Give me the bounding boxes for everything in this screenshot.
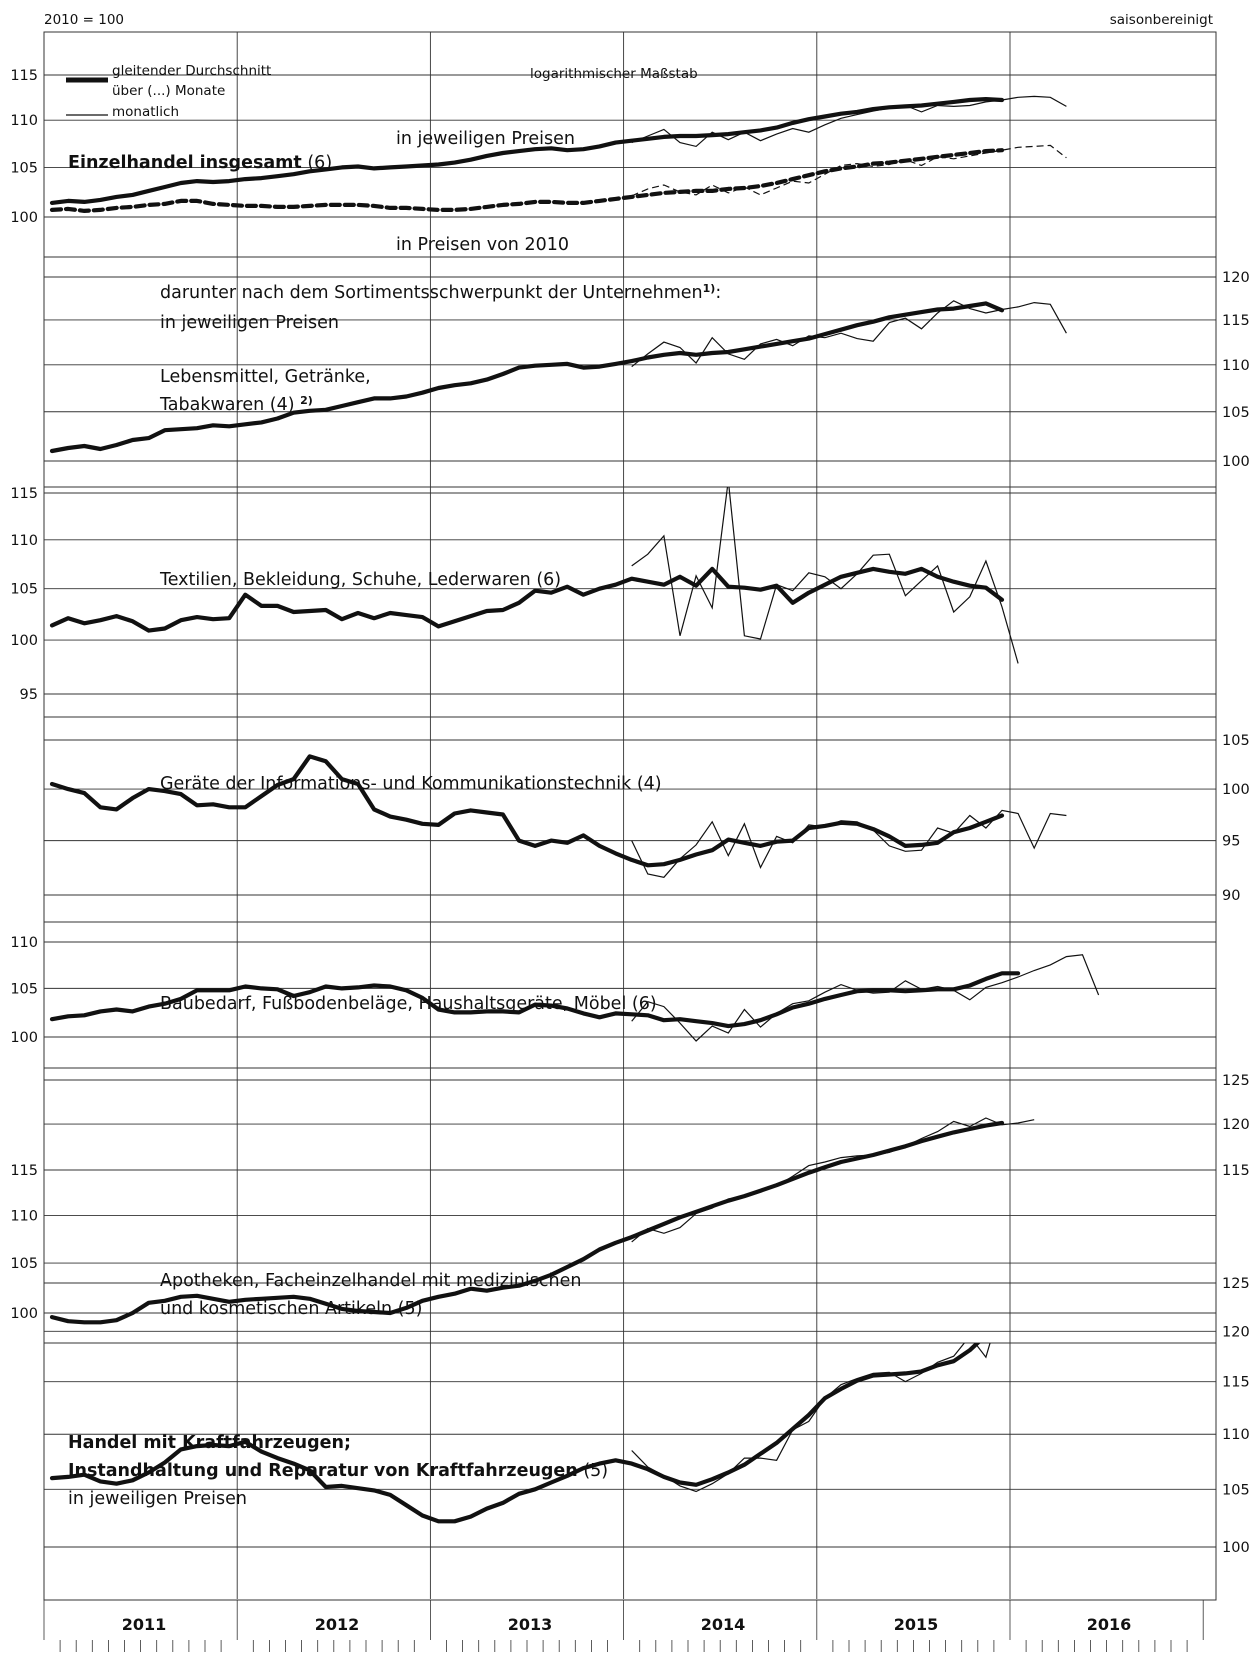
panel7-subtitle: in jeweiligen Preisen	[68, 1489, 247, 1509]
monthly-series-line	[631, 300, 1067, 368]
y-tick-label: 115	[1222, 1163, 1250, 1179]
legend-monthly-label: monatlich	[112, 104, 179, 120]
year-label-2014: 2014	[701, 1615, 746, 1634]
panel3-title: Textilien, Bekleidung, Schuhe, Lederware…	[159, 570, 561, 590]
base-year-label: 2010 = 100	[44, 12, 124, 28]
monthly-series-line	[631, 144, 1067, 197]
panel7-title-line1: Handel mit Kraftfahrzeugen;	[68, 1433, 351, 1453]
plot-frame	[43, 31, 1217, 1601]
panel7-title-line2: Instandhaltung und Reparatur von Kraftfa…	[68, 1461, 608, 1481]
y-tick-label: 115	[10, 486, 38, 502]
y-tick-label: 115	[10, 68, 38, 84]
y-tick-label: 100	[1222, 454, 1250, 470]
y-tick-label: 115	[10, 1163, 38, 1179]
panel4-title: Geräte der Informations- und Kommunikati…	[160, 774, 662, 794]
y-tick-label: 100	[10, 210, 38, 226]
legend-ma-label-1: gleitender Durchschnitt	[112, 63, 271, 79]
panel1-nominal-label: in jeweiligen Preisen	[396, 129, 575, 149]
y-tick-label: 90	[1222, 888, 1240, 904]
y-tick-label: 105	[10, 1256, 38, 1272]
y-tick-label: 105	[10, 160, 38, 176]
panel5-title: Baubedarf, Fußbodenbeläge, Haushaltsgerä…	[160, 994, 657, 1014]
panel2-group-intro: darunter nach dem Sortimentsschwerpunkt …	[160, 282, 721, 303]
y-tick-label: 105	[1222, 405, 1250, 421]
monthly-series-line	[631, 954, 1100, 1042]
panel2-title-line2-text: Tabakwaren (4)	[159, 395, 295, 415]
panel2-title-line2: Tabakwaren (4) 2)	[159, 394, 313, 415]
y-tick-label: 105	[10, 582, 38, 598]
panel2-title-footnote: 2)	[300, 394, 313, 407]
y-tick-label: 105	[1222, 733, 1250, 749]
monthly-series-line	[631, 1117, 1035, 1243]
year-label-2013: 2013	[508, 1615, 553, 1634]
moving-average-series-line	[49, 1343, 981, 1524]
y-tick-label: 110	[10, 533, 38, 549]
year-label-2011: 2011	[122, 1615, 167, 1634]
line-layer	[49, 95, 1100, 1524]
seasonal-adjustment-label: saisonbereinigt	[1110, 12, 1213, 28]
panel1-title-note: (6)	[307, 153, 332, 173]
monthly-series-line	[631, 1343, 991, 1493]
y-tick-label: 110	[10, 113, 38, 129]
y-tick-label: 125	[1222, 1073, 1250, 1089]
y-tick-label: 110	[10, 935, 38, 951]
panel1-title-text: Einzelhandel insgesamt	[68, 153, 302, 173]
y-tick-label: 115	[1222, 1375, 1250, 1391]
monthly-series-line	[631, 95, 1067, 148]
y-tick-label: 100	[1222, 782, 1250, 798]
moving-average-series-line	[49, 96, 1005, 205]
panel7-title-line2-text: Instandhaltung und Reparatur von Kraftfa…	[68, 1461, 578, 1481]
y-tick-label: 105	[10, 981, 38, 997]
y-tick-label: 120	[1222, 270, 1250, 286]
y-tick-label: 110	[1222, 1427, 1250, 1443]
monthly-series-line	[631, 809, 1067, 878]
y-tick-label: 100	[10, 1306, 38, 1322]
tick-layer: 100 105 110 115 100 105 110 115 120 95 100 105 110 11…	[10, 68, 1249, 1556]
y-tick-label: 110	[1222, 358, 1250, 374]
moving-average-series-line	[49, 754, 1005, 868]
y-tick-label: 95	[1222, 834, 1240, 850]
moving-average-series-line	[49, 1120, 1005, 1325]
panel1-title: Einzelhandel insgesamt (6)	[68, 153, 332, 173]
moving-average-series-line	[49, 148, 1005, 213]
panel1-real-label: in Preisen von 2010	[396, 235, 569, 255]
y-tick-label: 120	[1222, 1117, 1250, 1133]
panel2-group-intro-end: :	[715, 283, 721, 303]
moving-average-series-line	[49, 566, 1005, 633]
log-scale-note: logarithmischer Maßstab	[530, 66, 698, 82]
moving-average-series-line	[49, 971, 1021, 1029]
panel6-title-line2: und kosmetischen Artikeln (5)	[160, 1299, 422, 1319]
panel6-title-line1: Apotheken, Facheinzelhandel mit medizini…	[160, 1271, 581, 1291]
year-label-2015: 2015	[894, 1615, 939, 1634]
panel2-title-line1: Lebensmittel, Getränke,	[160, 367, 371, 387]
y-tick-label: 100	[10, 1030, 38, 1046]
y-tick-label: 105	[1222, 1482, 1250, 1498]
legend-ma-label-2: über (...) Monate	[112, 83, 225, 99]
y-tick-label: 95	[20, 687, 38, 703]
panel2-subtitle: in jeweiligen Preisen	[160, 313, 339, 333]
year-label-2016: 2016	[1087, 1615, 1132, 1634]
panel2-group-intro-text: darunter nach dem Sortimentsschwerpunkt …	[160, 283, 703, 303]
moving-average-series-line	[49, 301, 1005, 454]
year-label-2012: 2012	[315, 1615, 360, 1634]
y-tick-label: 115	[1222, 313, 1250, 329]
y-tick-label: 125	[1222, 1276, 1250, 1292]
panel2-group-intro-footnote: 1)	[703, 282, 716, 295]
y-tick-label: 100	[1222, 1540, 1250, 1556]
y-tick-label: 120	[1222, 1324, 1250, 1340]
panel7-title-note: (5)	[583, 1461, 608, 1481]
grid-layer	[43, 31, 1217, 1652]
y-tick-label: 110	[10, 1208, 38, 1224]
y-tick-label: 100	[10, 633, 38, 649]
monthly-series-line	[631, 487, 1019, 664]
